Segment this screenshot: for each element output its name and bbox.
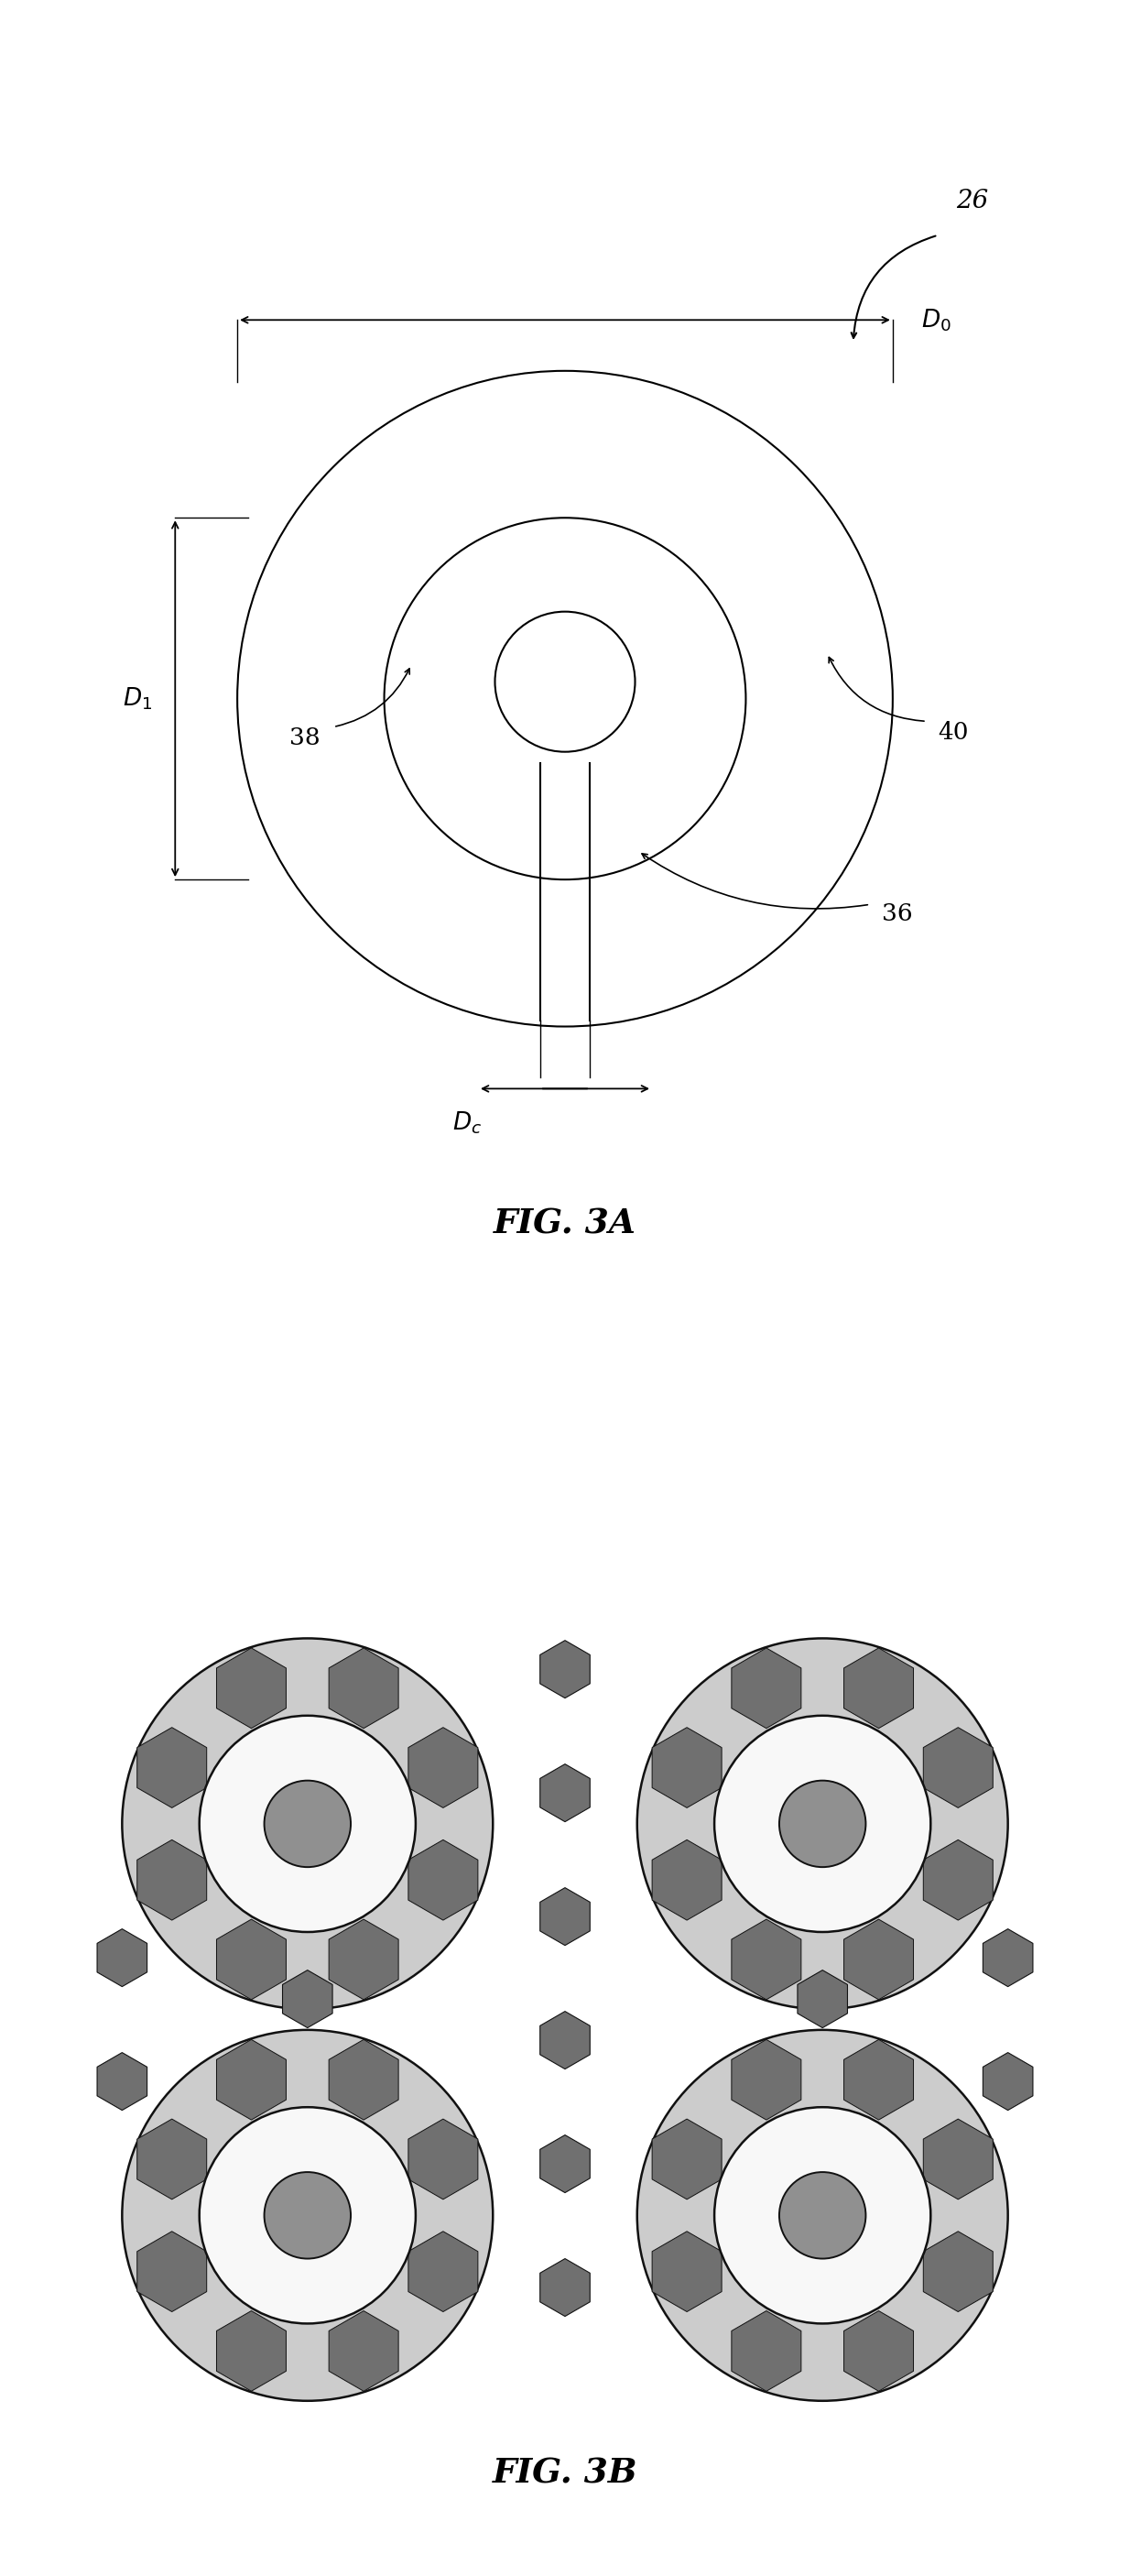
Polygon shape [329, 1649, 399, 1728]
Circle shape [637, 2030, 1008, 2401]
Text: 40: 40 [938, 721, 968, 744]
Polygon shape [329, 2040, 399, 2120]
Polygon shape [652, 2120, 722, 2200]
Polygon shape [97, 1929, 147, 1986]
Polygon shape [408, 1839, 478, 1919]
Polygon shape [923, 1728, 993, 1808]
Polygon shape [540, 2012, 590, 2069]
Polygon shape [923, 2120, 993, 2200]
Polygon shape [652, 1728, 722, 1808]
Polygon shape [217, 2311, 286, 2391]
Polygon shape [923, 1839, 993, 1919]
Polygon shape [983, 1929, 1033, 1986]
Polygon shape [731, 2311, 801, 2391]
Text: 26: 26 [956, 188, 988, 214]
Polygon shape [540, 1765, 590, 1821]
Polygon shape [408, 1728, 478, 1808]
Polygon shape [137, 1728, 207, 1808]
Polygon shape [217, 1649, 286, 1728]
Polygon shape [97, 2053, 147, 2110]
Polygon shape [540, 1888, 590, 1945]
Polygon shape [540, 2259, 590, 2316]
Polygon shape [798, 1971, 848, 2027]
Circle shape [122, 1638, 493, 2009]
Circle shape [199, 1716, 416, 1932]
Text: $D_1$: $D_1$ [123, 685, 153, 711]
Circle shape [714, 2107, 931, 2324]
Circle shape [264, 2172, 350, 2259]
Polygon shape [983, 2053, 1033, 2110]
Polygon shape [137, 2120, 207, 2200]
Polygon shape [731, 1649, 801, 1728]
Polygon shape [652, 2231, 722, 2311]
Polygon shape [408, 2120, 478, 2200]
Text: $D_c$: $D_c$ [452, 1110, 481, 1136]
Circle shape [637, 1638, 1008, 2009]
Polygon shape [923, 2231, 993, 2311]
Polygon shape [844, 1649, 913, 1728]
Polygon shape [137, 1839, 207, 1919]
Polygon shape [540, 2136, 590, 2192]
Polygon shape [540, 1641, 590, 1698]
Polygon shape [731, 1919, 801, 1999]
Polygon shape [217, 2040, 286, 2120]
Polygon shape [217, 1919, 286, 1999]
Polygon shape [329, 2311, 399, 2391]
Circle shape [780, 1780, 866, 1868]
Polygon shape [844, 2311, 913, 2391]
Polygon shape [844, 2040, 913, 2120]
Text: 36: 36 [881, 902, 912, 925]
Circle shape [780, 2172, 866, 2259]
Polygon shape [652, 1839, 722, 1919]
Text: FIG. 3A: FIG. 3A [494, 1208, 636, 1242]
Circle shape [122, 2030, 493, 2401]
Text: FIG. 3B: FIG. 3B [493, 2455, 637, 2491]
Polygon shape [329, 1919, 399, 1999]
Polygon shape [137, 2231, 207, 2311]
Text: $D_0$: $D_0$ [921, 307, 951, 332]
Polygon shape [408, 2231, 478, 2311]
Circle shape [199, 2107, 416, 2324]
Circle shape [264, 1780, 350, 1868]
Polygon shape [282, 1971, 332, 2027]
Text: 38: 38 [289, 726, 321, 750]
Polygon shape [731, 2040, 801, 2120]
Circle shape [714, 1716, 931, 1932]
Polygon shape [844, 1919, 913, 1999]
